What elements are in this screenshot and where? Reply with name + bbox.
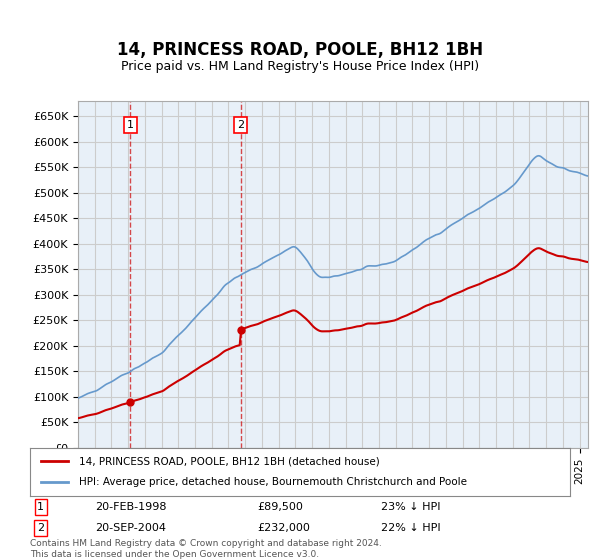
Text: 2: 2 [37, 523, 44, 533]
Text: 14, PRINCESS ROAD, POOLE, BH12 1BH (detached house): 14, PRINCESS ROAD, POOLE, BH12 1BH (deta… [79, 456, 379, 466]
Text: 20-SEP-2004: 20-SEP-2004 [95, 523, 166, 533]
Text: 14, PRINCESS ROAD, POOLE, BH12 1BH: 14, PRINCESS ROAD, POOLE, BH12 1BH [117, 41, 483, 59]
Text: 1: 1 [37, 502, 44, 512]
Text: Contains HM Land Registry data © Crown copyright and database right 2024.
This d: Contains HM Land Registry data © Crown c… [30, 539, 382, 559]
Text: £89,500: £89,500 [257, 502, 302, 512]
Text: 1: 1 [127, 120, 134, 130]
Text: 23% ↓ HPI: 23% ↓ HPI [381, 502, 440, 512]
Text: 20-FEB-1998: 20-FEB-1998 [95, 502, 166, 512]
Text: 2: 2 [237, 120, 244, 130]
Text: £232,000: £232,000 [257, 523, 310, 533]
Text: Price paid vs. HM Land Registry's House Price Index (HPI): Price paid vs. HM Land Registry's House … [121, 60, 479, 73]
Text: HPI: Average price, detached house, Bournemouth Christchurch and Poole: HPI: Average price, detached house, Bour… [79, 477, 467, 487]
Text: 22% ↓ HPI: 22% ↓ HPI [381, 523, 440, 533]
